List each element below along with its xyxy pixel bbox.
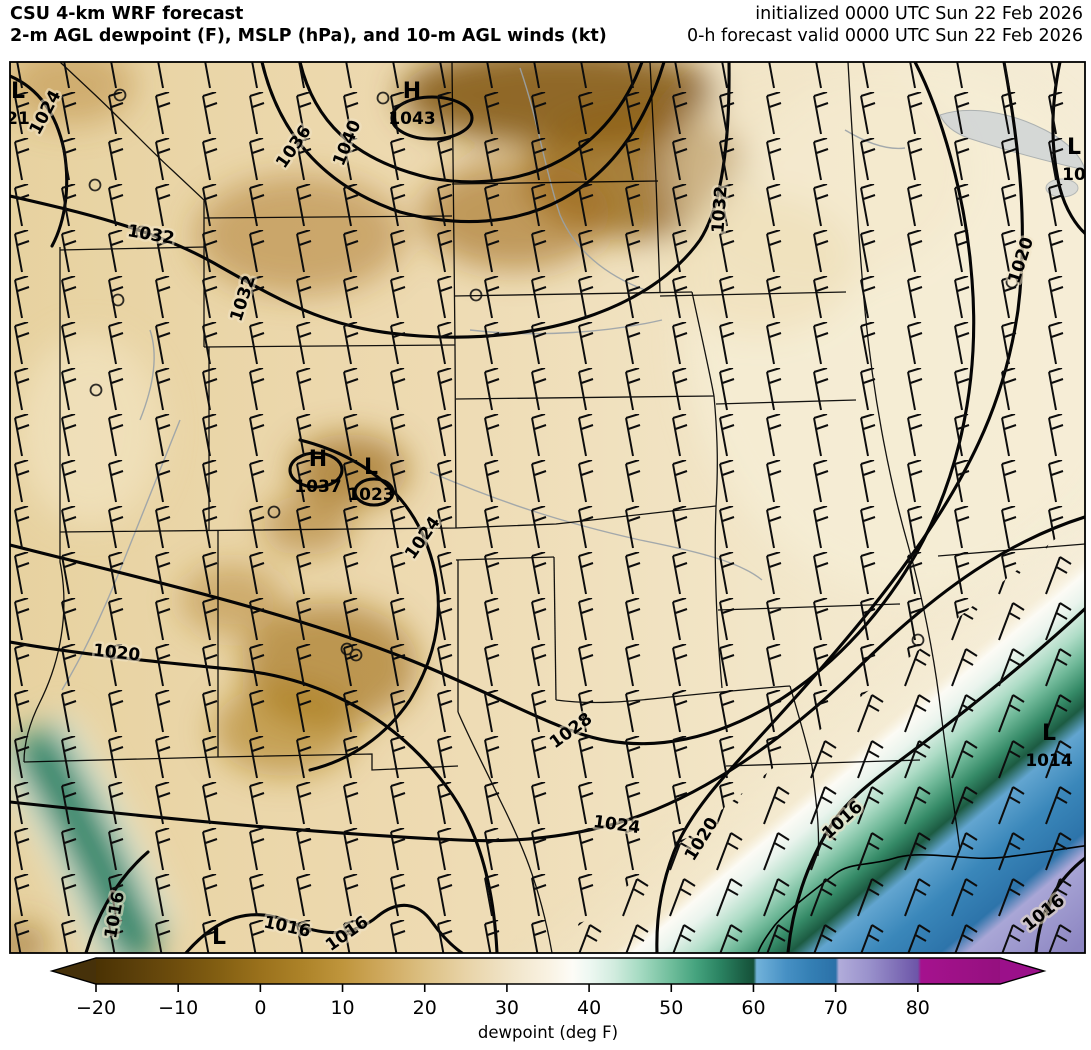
pressure-center-letter: L (1067, 135, 1081, 160)
colorbar-gradient-bar (96, 958, 1000, 984)
colorbar-tick-label: 0 (254, 997, 266, 1019)
colorbar-tick-label: 70 (824, 997, 848, 1019)
colorbar-tick-label: 20 (413, 997, 437, 1019)
colorbar-axis-label: dewpoint (deg F) (478, 1023, 618, 1042)
colorbar-tick-label: 30 (495, 997, 519, 1019)
colorbar-outline (49, 957, 1047, 985)
colorbar-tick-label: 60 (741, 997, 765, 1019)
header-right: initialized 0000 UTC Sun 22 Feb 2026 0-h… (687, 3, 1083, 47)
calm-station-circles (88, 88, 1019, 662)
init-time: initialized 0000 UTC Sun 22 Feb 2026 (755, 4, 1083, 24)
pressure-centers: L 21 H 1043 L 10 H 1037 L 1023 (6, 79, 1086, 950)
pressure-center-letter: L (1042, 721, 1056, 746)
colorbar-under-arrow (52, 958, 96, 984)
colorbar-tick-label: −20 (76, 997, 116, 1019)
pressure-center-value: 1043 (388, 109, 435, 129)
colorbar-tick-label: 10 (330, 997, 354, 1019)
colorbar-tick-label: 50 (659, 997, 683, 1019)
colorbar-tick-label: −10 (158, 997, 198, 1019)
map-area: 1024 1036 1040 1032 1032 1032 1024 1020 … (6, 62, 1086, 953)
colorbar-ticks: −20 −10 0 10 20 30 40 50 60 70 80 (76, 984, 930, 1019)
colorbar-tick-label: 40 (577, 997, 601, 1019)
pressure-center-value: 21 (6, 109, 30, 129)
mslp-contour-label: 1032 (708, 185, 731, 234)
pressure-center: L 21 (6, 79, 30, 129)
pressure-center-letter: L (212, 925, 226, 950)
wind-barbs-southeasterly (545, 515, 1085, 953)
colorbar-over-arrow (1000, 958, 1044, 984)
pressure-center-letter: L (11, 79, 25, 104)
pressure-center: L (212, 925, 226, 950)
header-left: CSU 4-km WRF forecast 2-m AGL dewpoint (… (10, 3, 607, 47)
pressure-center-value: 10 (1062, 165, 1086, 185)
colorbar: −20 −10 0 10 20 30 40 50 60 70 80 dewpoint (deg F) (49, 957, 1047, 1042)
page-subtitle: 2-m AGL dewpoint (F), MSLP (hPa), and 10… (10, 26, 607, 46)
pressure-center: L 1014 (1025, 721, 1072, 771)
pressure-center-value: 1037 (294, 477, 341, 497)
pressure-center: L 1023 (347, 455, 394, 505)
pressure-center-value: 1014 (1025, 751, 1072, 771)
pressure-center-value: 1023 (347, 485, 394, 505)
colorbar-tick-label: 80 (906, 997, 930, 1019)
pressure-center: H 1043 (388, 79, 435, 129)
pressure-center-letter: H (403, 79, 421, 104)
valid-time: 0-h forecast valid 0000 UTC Sun 22 Feb 2… (686, 26, 1083, 46)
pressure-center: H 1037 (294, 447, 341, 497)
page-title: CSU 4-km WRF forecast (10, 4, 244, 24)
map-frame (9, 61, 1086, 954)
pressure-center: L 10 (1062, 135, 1086, 185)
pressure-center-letter: H (309, 447, 327, 472)
pressure-center-letter: L (364, 455, 378, 480)
